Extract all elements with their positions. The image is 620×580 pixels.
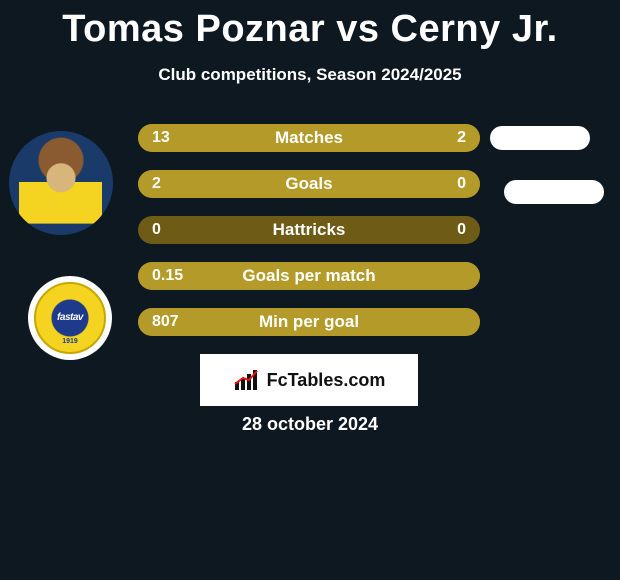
footer-brand-text: FcTables.com xyxy=(267,370,386,391)
page-title: Tomas Poznar vs Cerny Jr. xyxy=(0,0,620,51)
comparison-card: Tomas Poznar vs Cerny Jr. Club competiti… xyxy=(0,0,620,580)
bar-chart-icon xyxy=(233,368,261,392)
stat-label: Goals xyxy=(138,170,480,198)
club-year-text: 1919 xyxy=(28,338,112,345)
date-text: 28 october 2024 xyxy=(0,414,620,435)
stat-row: 132Matches xyxy=(138,124,480,152)
stat-label: Matches xyxy=(138,124,480,152)
stat-label: Hattricks xyxy=(138,216,480,244)
stat-label: Goals per match xyxy=(138,262,480,290)
club-badge: fastav 1919 xyxy=(28,276,112,360)
stat-rows: 132Matches 20Goals 00Hattricks 0.15Goals pe… xyxy=(138,124,480,354)
footer-brand-badge: FcTables.com xyxy=(200,354,418,406)
stat-row: 807Min per goal xyxy=(138,308,480,336)
club-avatar: fastav 1919 xyxy=(28,276,112,360)
player-avatar xyxy=(9,131,113,235)
club-brand-text: fastav xyxy=(28,312,112,323)
stat-label: Min per goal xyxy=(138,308,480,336)
stat-row: 00Hattricks xyxy=(138,216,480,244)
side-pill xyxy=(490,126,590,150)
stat-row: 0.15Goals per match xyxy=(138,262,480,290)
subtitle: Club competitions, Season 2024/2025 xyxy=(0,65,620,85)
side-pill xyxy=(504,180,604,204)
stat-row: 20Goals xyxy=(138,170,480,198)
